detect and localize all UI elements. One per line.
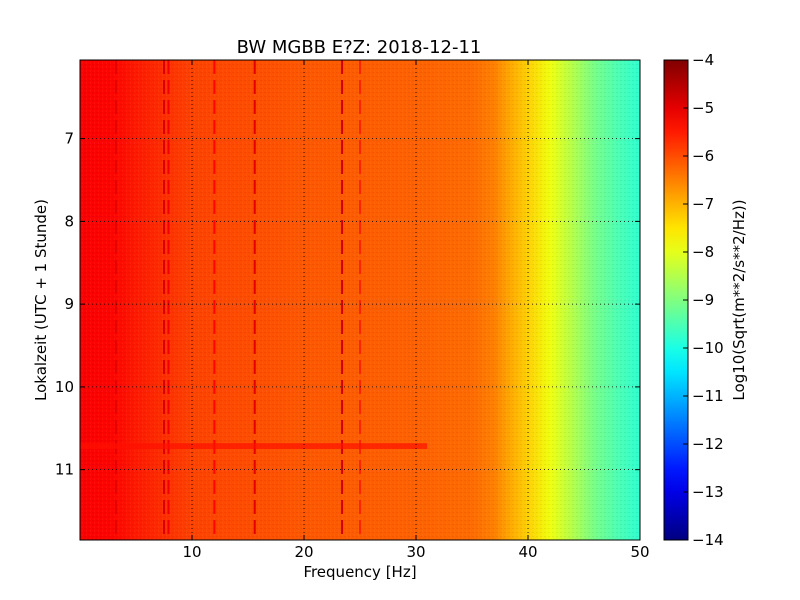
colorbar-label: Log10(Sqrt(m**2/s**2/Hz))	[730, 199, 748, 400]
y-tick-label: 9	[64, 295, 74, 313]
colorbar-tick-label: −7	[692, 195, 714, 213]
x-tick-label: 20	[294, 543, 313, 561]
colorbar-tick-label: −4	[692, 51, 714, 69]
time-band	[80, 443, 428, 449]
colorbar-ticks: −4 −5 −6 −7 −8 −9 −10 −11 −12 −13 −14	[683, 51, 724, 549]
colorbar-tick-label: −13	[692, 483, 724, 501]
colorbar-tick-label: −6	[692, 147, 714, 165]
time-bands	[80, 443, 428, 449]
plot-frame	[79, 59, 641, 541]
y-tick-label: 10	[55, 378, 74, 396]
chart-title: BW MGBB E?Z: 2018-12-11	[237, 37, 482, 58]
colorbar: −4 −5 −6 −7 −8 −9 −10 −11 −12 −13 −14	[663, 51, 724, 549]
y-tick-label: 7	[64, 130, 74, 148]
colorbar-tick-label: −5	[692, 99, 714, 117]
y-tick-label: 11	[55, 461, 74, 479]
x-tick-label: 10	[182, 543, 201, 561]
grid-lines	[80, 60, 640, 540]
colorbar-tick-label: −9	[692, 291, 714, 309]
x-axis: 10 20 30 40 50	[182, 60, 650, 561]
x-tick-label: 50	[630, 543, 649, 561]
x-tick-label: 30	[406, 543, 425, 561]
plot-area: 10 20 30 40 50 7 8 9 10 11	[55, 59, 650, 561]
colorbar-tick-label: −14	[692, 531, 724, 549]
colorbar-tick-label: −12	[692, 435, 724, 453]
y-axis: 7 8 9 10 11	[55, 130, 640, 479]
colorbar-tick-label: −11	[692, 387, 724, 405]
colorbar-tick-label: −8	[692, 243, 714, 261]
y-tick-label: 8	[64, 212, 74, 230]
x-axis-label: Frequency [Hz]	[303, 563, 416, 581]
x-tick-label: 40	[518, 543, 537, 561]
colorbar-tick-label: −10	[692, 339, 724, 357]
spectral-lines	[114, 60, 361, 540]
y-axis-label: Lokalzeit (UTC + 1 Stunde)	[32, 199, 50, 401]
